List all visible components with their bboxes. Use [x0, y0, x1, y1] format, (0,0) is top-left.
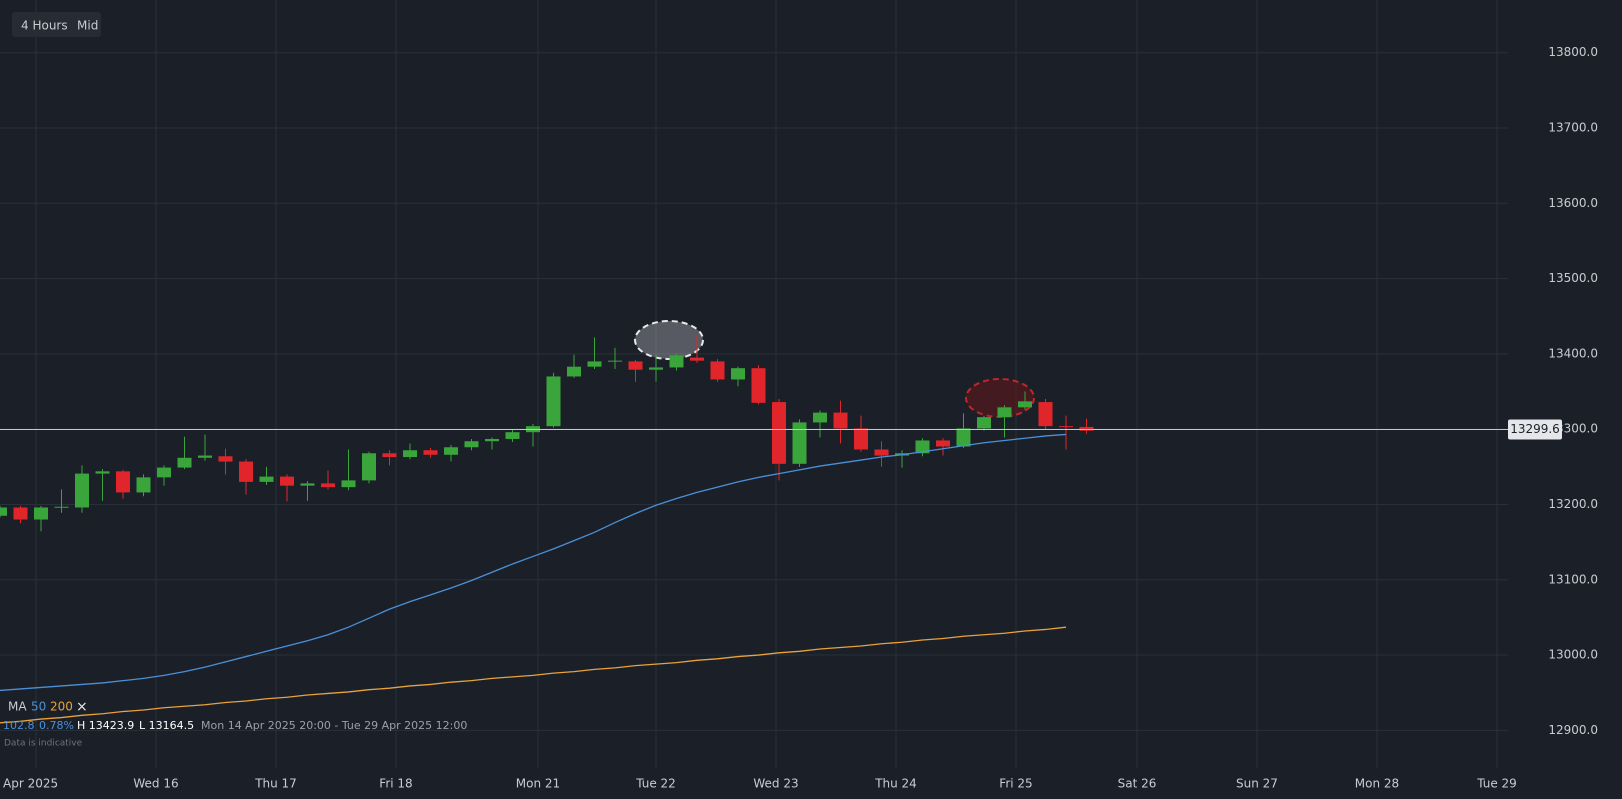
y-tick-label: 12900.0 — [1548, 723, 1598, 737]
candle-body — [75, 473, 89, 508]
stat-range: Mon 14 Apr 2025 20:00 - Tue 29 Apr 2025 … — [201, 719, 467, 732]
last-price-label: 13299.6 — [1510, 422, 1560, 436]
candle-body — [1079, 426, 1094, 431]
toolbar — [12, 12, 101, 37]
candle-body — [116, 471, 130, 493]
candle-body — [95, 471, 110, 474]
candle-body — [833, 412, 848, 429]
highlight-ellipse — [634, 320, 704, 360]
moving-average-line — [0, 626, 1067, 724]
candle-body — [444, 447, 458, 455]
candle-body — [1018, 401, 1032, 408]
y-tick-label: 13800.0 — [1548, 45, 1598, 59]
candle-body — [669, 355, 684, 368]
candle-body — [1038, 402, 1053, 427]
candle-body — [772, 402, 786, 464]
stat-percent: 0.78% — [39, 719, 74, 732]
x-tick-label: Apr 2025 — [3, 777, 58, 791]
candle-body — [198, 455, 212, 458]
candle-body — [485, 438, 499, 442]
candle-body — [13, 507, 28, 520]
candle-body — [956, 428, 971, 447]
stat-low: L 13164.5 — [139, 719, 194, 732]
moving-average-line — [0, 433, 1067, 692]
candle-body — [690, 357, 704, 361]
x-tick-label: Tue 29 — [1476, 777, 1517, 791]
candle-body — [628, 361, 643, 370]
candle-body — [813, 412, 827, 423]
x-tick-label: Thu 24 — [874, 777, 917, 791]
candle-body — [505, 432, 520, 439]
candle-body — [997, 407, 1012, 418]
stat-high: H 13423.9 — [77, 719, 134, 732]
x-tick-label: Wed 16 — [133, 777, 178, 791]
price-type-button[interactable]: Mid — [77, 19, 98, 33]
y-tick-label: 13100.0 — [1548, 572, 1598, 586]
candle-body — [731, 368, 745, 380]
candle-body — [567, 366, 581, 377]
x-tick-label: Mon 21 — [516, 777, 560, 791]
y-tick-label: 13600.0 — [1548, 196, 1598, 210]
x-tick-label: Wed 23 — [753, 777, 798, 791]
candle-body — [977, 417, 991, 429]
candle-body — [362, 453, 376, 481]
candle-body — [587, 361, 602, 367]
candle-body — [936, 440, 950, 447]
timeframe-button[interactable]: 4 Hours — [21, 19, 68, 33]
legend-entry: 50 — [31, 700, 46, 714]
y-tick-label: 13000.0 — [1548, 648, 1598, 662]
x-tick-label: Tue 22 — [635, 777, 676, 791]
x-tick-label: Sat 26 — [1118, 777, 1157, 791]
x-tick-label: Fri 25 — [999, 777, 1032, 791]
candle-body — [218, 456, 233, 462]
stat-change: 102.8 — [3, 719, 35, 732]
candle-body — [1059, 426, 1073, 428]
candle-body — [177, 457, 192, 468]
candle-body — [300, 483, 315, 486]
candle-body — [239, 461, 253, 482]
y-tick-label: 13500.0 — [1548, 271, 1598, 285]
candle-body — [136, 477, 151, 493]
legend-label: MA — [8, 700, 27, 714]
candle-body — [341, 480, 356, 488]
x-tick-label: Fri 18 — [379, 777, 412, 791]
candle-body — [423, 450, 438, 455]
candle-body — [792, 422, 807, 464]
candle-body — [649, 367, 663, 370]
candle-body — [854, 428, 868, 450]
candle-body — [280, 476, 294, 486]
candle-body — [608, 360, 622, 362]
x-tick-label: Thu 17 — [254, 777, 297, 791]
last-price-box — [1508, 419, 1562, 440]
legend-close[interactable]: × — [76, 699, 88, 715]
candle-body — [403, 450, 417, 458]
candle-body — [874, 449, 889, 456]
candle-body — [751, 368, 766, 403]
candle-body — [157, 467, 171, 478]
candle-body — [915, 440, 930, 454]
candle-body — [34, 507, 48, 520]
candle-body — [0, 507, 7, 516]
candle-body — [546, 376, 561, 427]
candle-body — [259, 476, 274, 482]
y-tick-label: 13700.0 — [1548, 121, 1598, 135]
note: Data is indicative — [4, 739, 83, 749]
candle-body — [710, 361, 725, 380]
x-tick-label: Mon 28 — [1355, 777, 1399, 791]
candle-body — [54, 506, 69, 508]
y-tick-label: 13400.0 — [1548, 346, 1598, 360]
legend-entry: 200 — [50, 700, 73, 714]
y-tick-label: 13200.0 — [1548, 497, 1598, 511]
candle-body — [382, 453, 397, 458]
candle-body — [464, 441, 479, 448]
x-tick-label: Sun 27 — [1236, 777, 1278, 791]
candle-body — [321, 483, 335, 488]
